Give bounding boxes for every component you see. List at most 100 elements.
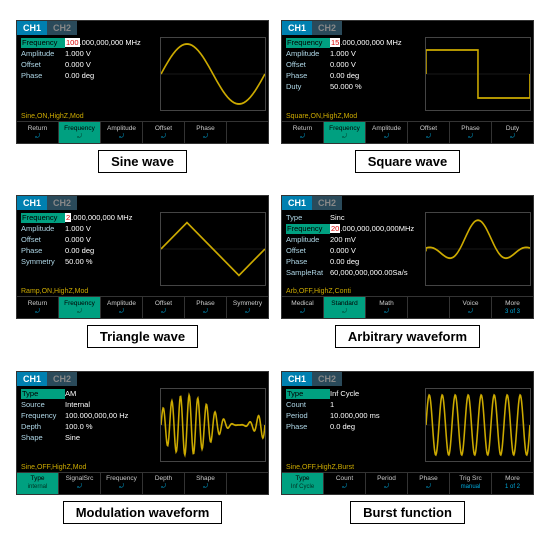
softkey[interactable]: Duty⤾ — [492, 122, 533, 143]
tab-ch2[interactable]: CH2 — [312, 196, 342, 210]
tab-ch2[interactable]: CH2 — [47, 196, 77, 210]
softkey[interactable]: Period⤾ — [366, 473, 408, 494]
param-row[interactable]: ShapeSine — [21, 433, 156, 443]
softkey[interactable]: Voice⤾ — [450, 297, 492, 318]
softkey[interactable]: Return⤾ — [17, 122, 59, 143]
softkey[interactable]: Typeinternal — [17, 473, 59, 494]
param-row[interactable]: Amplitude1.000 V — [21, 224, 156, 234]
param-row[interactable]: Phase0.0 deg — [286, 422, 421, 432]
param-row[interactable]: Phase0.00 deg — [286, 71, 421, 81]
softkey[interactable]: Symmetry⤾ — [227, 297, 268, 318]
softkey[interactable]: Frequency⤾ — [59, 297, 101, 318]
param-row[interactable]: Period10.000,000 ms — [286, 411, 421, 421]
param-row[interactable]: TypeInf Cycle — [286, 389, 421, 399]
softkey[interactable]: Trig Srcmanual — [450, 473, 492, 494]
param-row[interactable]: Offset0.000 V — [286, 246, 421, 256]
param-row[interactable]: Phase0.00 deg — [21, 71, 156, 81]
param-row[interactable]: Amplitude200 mV — [286, 235, 421, 245]
softkey[interactable]: Return⤾ — [17, 297, 59, 318]
softkey[interactable]: Shape⤾ — [185, 473, 227, 494]
softkey[interactable]: More1 of 2 — [492, 473, 533, 494]
param-key: Count — [286, 400, 330, 410]
tab-ch1[interactable]: CH1 — [17, 21, 47, 35]
param-value: 50.000 % — [330, 82, 362, 92]
param-row[interactable]: TypeSinc — [286, 213, 421, 223]
param-row[interactable]: Frequency100.000,000,00 Hz — [21, 411, 156, 421]
param-row[interactable]: Duty50.000 % — [286, 82, 421, 92]
tab-ch1[interactable]: CH1 — [282, 372, 312, 386]
softkey[interactable] — [227, 473, 268, 494]
tab-ch1[interactable]: CH1 — [282, 21, 312, 35]
softkey[interactable]: Phase⤾ — [185, 122, 227, 143]
tab-ch1[interactable]: CH1 — [17, 196, 47, 210]
param-value: 50.00 % — [65, 257, 93, 267]
tab-ch2[interactable]: CH2 — [47, 21, 77, 35]
softkey[interactable]: Frequency⤾ — [59, 122, 101, 143]
softkey[interactable]: Amplitude⤾ — [101, 122, 143, 143]
softkey[interactable]: Return⤾ — [282, 122, 324, 143]
softkey[interactable]: Count⤾ — [324, 473, 366, 494]
softkey[interactable]: SignalSrc⤾ — [59, 473, 101, 494]
softkey[interactable]: Phase⤾ — [185, 297, 227, 318]
softkey[interactable]: Phase⤾ — [408, 473, 450, 494]
panel-caption: Triangle wave — [87, 325, 198, 348]
param-row[interactable]: Offset0.000 V — [21, 60, 156, 70]
param-row[interactable]: Amplitude1.000 V — [286, 49, 421, 59]
param-key: Phase — [21, 246, 65, 256]
softkey[interactable]: Frequency⤾ — [324, 122, 366, 143]
param-key: Phase — [21, 71, 65, 81]
param-value: Internal — [65, 400, 90, 410]
param-row[interactable]: Symmetry50.00 % — [21, 257, 156, 267]
softkey[interactable]: Phase⤾ — [450, 122, 492, 143]
waveform-display — [160, 388, 266, 462]
tab-ch2[interactable]: CH2 — [47, 372, 77, 386]
param-row[interactable]: Phase0.00 deg — [21, 246, 156, 256]
param-value: 0.000 V — [65, 235, 91, 245]
tab-ch1[interactable]: CH1 — [17, 372, 47, 386]
tab-ch2[interactable]: CH2 — [312, 372, 342, 386]
param-list: Frequency2.000,000,000 MHzAmplitude1.000… — [17, 210, 160, 288]
param-row[interactable]: TypeAM — [21, 389, 156, 399]
param-row[interactable]: SampleRat60,000,000,000.00Sa/s — [286, 268, 421, 278]
status-line: Sine,OFF,HighZ,Mod — [17, 464, 268, 472]
tab-ch1[interactable]: CH1 — [282, 196, 312, 210]
param-row[interactable]: Phase0.00 deg — [286, 257, 421, 267]
softkey[interactable]: TypeInf Cycle — [282, 473, 324, 494]
panel-cell: CH1 CH2 TypeSincFrequency20.000,000,000,… — [281, 195, 534, 354]
waveform-display — [160, 37, 266, 111]
softkey[interactable]: Standard⤾ — [324, 297, 366, 318]
param-row[interactable]: SourceInternal — [21, 400, 156, 410]
tab-ch2[interactable]: CH2 — [312, 21, 342, 35]
param-row[interactable]: Offset0.000 V — [286, 60, 421, 70]
softkey[interactable]: Medical⤾ — [282, 297, 324, 318]
param-key: Phase — [286, 71, 330, 81]
softkey[interactable] — [227, 122, 268, 143]
param-key: Amplitude — [21, 224, 65, 234]
param-value: 15.000,000,000 MHz — [330, 38, 402, 48]
softkey[interactable]: Math⤾ — [366, 297, 408, 318]
softkey[interactable]: Offset⤾ — [408, 122, 450, 143]
param-value: 0.000 V — [330, 60, 356, 70]
param-row[interactable]: Count1 — [286, 400, 421, 410]
softkey[interactable]: Amplitude⤾ — [101, 297, 143, 318]
softkey[interactable] — [408, 297, 450, 318]
param-row[interactable]: Depth100.0 % — [21, 422, 156, 432]
param-row[interactable]: Frequency20.000,000,000,000MHz — [286, 224, 421, 234]
softkey[interactable]: Depth⤾ — [143, 473, 185, 494]
panel-caption: Arbitrary waveform — [335, 325, 480, 348]
oscilloscope-panel: CH1 CH2 Frequency2.000,000,000 MHzAmplit… — [16, 195, 269, 319]
softkey[interactable]: Offset⤾ — [143, 122, 185, 143]
softkey[interactable]: More3 of 3 — [492, 297, 533, 318]
param-row[interactable]: Frequency15.000,000,000 MHz — [286, 38, 421, 48]
param-row[interactable]: Frequency100.000,000,000 MHz — [21, 38, 156, 48]
panel-cell: CH1 CH2 Frequency2.000,000,000 MHzAmplit… — [16, 195, 269, 354]
param-list: Frequency100.000,000,000 MHzAmplitude1.0… — [17, 35, 160, 113]
softkey[interactable]: Amplitude⤾ — [366, 122, 408, 143]
param-row[interactable]: Amplitude1.000 V — [21, 49, 156, 59]
waveform-display — [425, 212, 531, 286]
param-row[interactable]: Offset0.000 V — [21, 235, 156, 245]
softkey[interactable]: Offset⤾ — [143, 297, 185, 318]
softkey[interactable]: Frequency⤾ — [101, 473, 143, 494]
param-row[interactable]: Frequency2.000,000,000 MHz — [21, 213, 156, 223]
param-value: 0.00 deg — [330, 257, 359, 267]
